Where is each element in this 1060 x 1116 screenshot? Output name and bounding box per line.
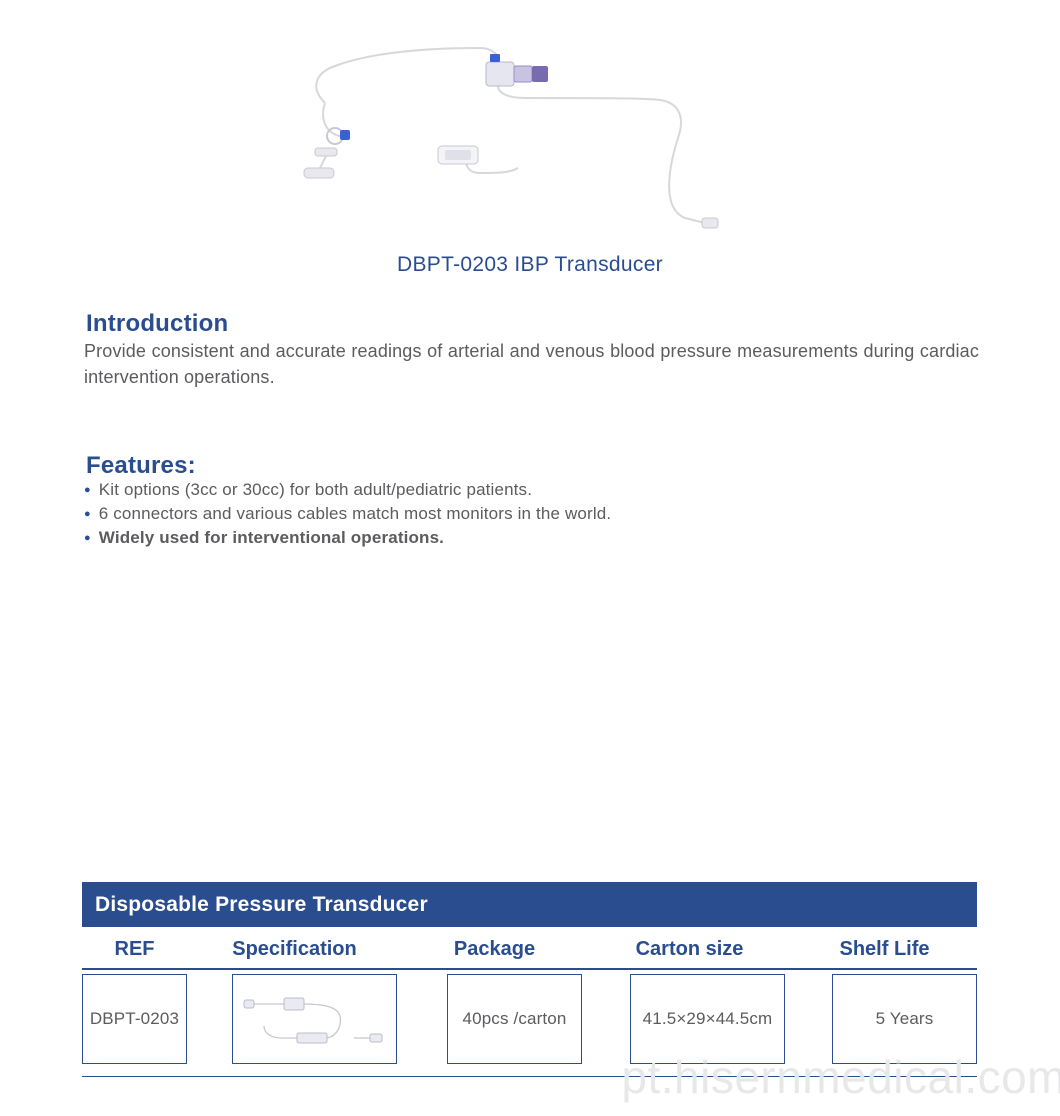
cell-package: 40pcs /carton bbox=[447, 974, 582, 1064]
table-title-bar: Disposable Pressure Transducer bbox=[82, 882, 977, 927]
features-heading: Features: bbox=[86, 452, 196, 480]
introduction-heading: Introduction bbox=[86, 310, 228, 338]
th-spec: Specification bbox=[187, 938, 402, 961]
th-ref: REF bbox=[82, 938, 187, 961]
table-row: DBPT-0203 40pcs /carton 41.5×29×44.5cm 5… bbox=[82, 974, 977, 1064]
spec-thumbnail bbox=[242, 986, 387, 1052]
table-rule-top bbox=[82, 968, 977, 970]
th-package: Package bbox=[402, 938, 587, 961]
cell-ref: DBPT-0203 bbox=[82, 974, 187, 1064]
cell-carton: 41.5×29×44.5cm bbox=[630, 974, 785, 1064]
feature-item: Widely used for interventional operation… bbox=[84, 526, 611, 550]
table-headers: REF Specification Package Carton size Sh… bbox=[82, 930, 977, 968]
features-list: Kit options (3cc or 30cc) for both adult… bbox=[84, 478, 611, 550]
cell-spec bbox=[232, 974, 397, 1064]
feature-item: Kit options (3cc or 30cc) for both adult… bbox=[84, 478, 611, 502]
product-image bbox=[290, 18, 720, 243]
cell-shelf: 5 Years bbox=[832, 974, 977, 1064]
th-shelf: Shelf Life bbox=[792, 938, 977, 961]
feature-item: 6 connectors and various cables match mo… bbox=[84, 502, 611, 526]
table-rule-bottom bbox=[82, 1076, 977, 1077]
product-title: DBPT-0203 IBP Transducer bbox=[0, 253, 1060, 277]
introduction-body: Provide consistent and accurate readings… bbox=[84, 338, 979, 390]
th-carton: Carton size bbox=[587, 938, 792, 961]
